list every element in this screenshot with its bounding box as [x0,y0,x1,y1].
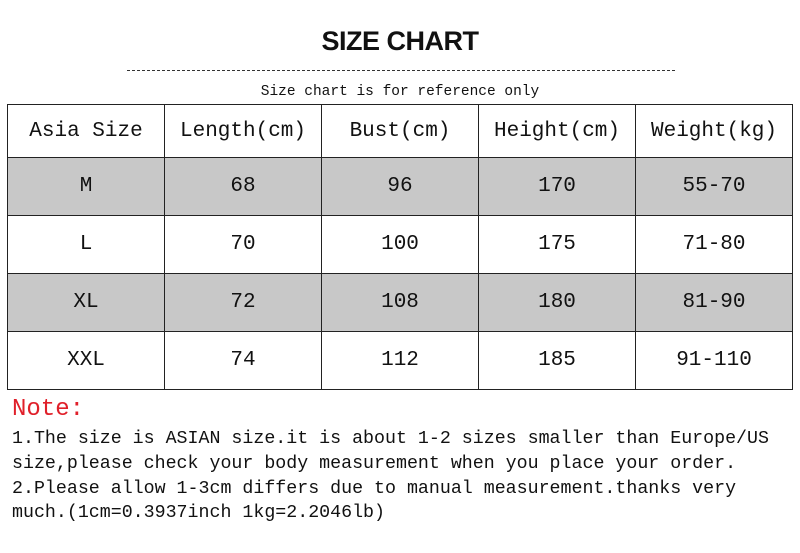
note-line: size,please check your body measurement … [12,454,737,474]
table-header-row: Asia Size Length(cm) Bust(cm) Height(cm)… [7,104,793,158]
table-cell: 170 [478,157,636,216]
table-cell: 81-90 [635,273,793,332]
header-cell: Bust(cm) [321,104,479,158]
table-cell: 71-80 [635,215,793,274]
dashed-divider [127,70,675,71]
table-cell: 70 [164,215,322,274]
table-cell: XL [7,273,165,332]
table-row: L 70 100 175 71-80 [7,215,793,274]
note-line: 1.The size is ASIAN size.it is about 1-2… [12,429,769,449]
table-cell: 175 [478,215,636,274]
header-cell: Asia Size [7,104,165,158]
table-cell: 108 [321,273,479,332]
table-cell: M [7,157,165,216]
table-cell: XXL [7,331,165,390]
subtitle: Size chart is for reference only [260,84,540,100]
header-cell: Weight(kg) [635,104,793,158]
table-cell: 185 [478,331,636,390]
table-cell: 100 [321,215,479,274]
header-cell: Height(cm) [478,104,636,158]
table-row: XXL 74 112 185 91-110 [7,331,793,390]
page-title: SIZE CHART [321,26,480,56]
table-cell: 74 [164,331,322,390]
table-cell: 180 [478,273,636,332]
size-table: Asia Size Length(cm) Bust(cm) Height(cm)… [7,104,793,390]
note-line: much.(1cm=0.3937inch 1kg=2.2046lb) [12,503,385,523]
header-cell: Length(cm) [164,104,322,158]
table-cell: 112 [321,331,479,390]
table-cell: L [7,215,165,274]
table-row: M 68 96 170 55-70 [7,157,793,216]
note-line: 2.Please allow 1-3cm differs due to manu… [12,479,737,499]
note-label: Note: [12,396,85,423]
table-cell: 72 [164,273,322,332]
table-cell: 68 [164,157,322,216]
table-cell: 96 [321,157,479,216]
table-cell: 55-70 [635,157,793,216]
table-cell: 91-110 [635,331,793,390]
table-row: XL 72 108 180 81-90 [7,273,793,332]
